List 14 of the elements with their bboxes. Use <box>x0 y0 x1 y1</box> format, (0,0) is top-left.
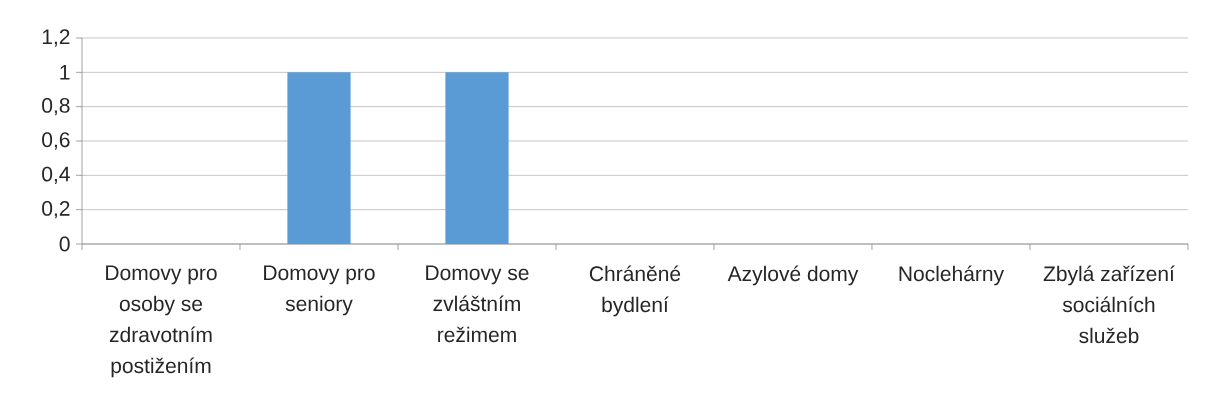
y-tick-label: 0,2 <box>42 201 70 219</box>
x-tick-label: Domovy se zvláštním režimem <box>426 265 529 343</box>
y-tick-label: 1 <box>60 65 70 80</box>
y-tick-label: 0 <box>59 236 70 252</box>
x-tick-label: Domovy pro osoby se zdravotním postižením <box>106 265 217 378</box>
x-tick-label: Domovy pro seniory <box>264 265 375 316</box>
x-tick-label: Zbylá zařízení sociálních služeb <box>1043 265 1175 344</box>
x-tick-label: Noclehárny <box>899 265 1005 286</box>
y-tick-label: 1,2 <box>42 29 70 47</box>
y-tick-label: 0,4 <box>42 166 70 185</box>
y-tick-label: 0,6 <box>42 132 70 150</box>
x-tick-label: Azylové domy <box>727 265 859 286</box>
y-tick-label: 0,8 <box>42 98 70 116</box>
x-tick-label: Chráněné bydlení <box>589 265 681 317</box>
